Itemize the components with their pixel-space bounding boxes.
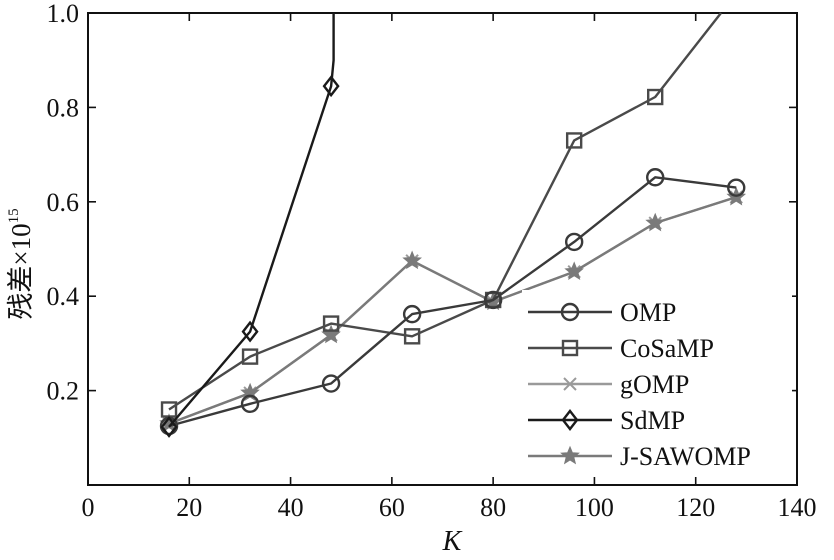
data-point: [564, 261, 584, 280]
series-j-sawomp: [159, 186, 747, 432]
legend-background: [522, 290, 792, 475]
x-tick-label: 60: [379, 493, 405, 522]
y-tick-label: 1.0: [47, 0, 80, 28]
x-tick-label: 20: [176, 493, 202, 522]
data-point: [240, 394, 260, 414]
data-point: [241, 348, 259, 365]
data-point: [647, 88, 664, 106]
legend-item: gOMP: [528, 370, 689, 399]
data-point: [322, 75, 340, 98]
x-tick-label: 100: [575, 493, 614, 522]
data-point: [402, 304, 422, 324]
x-tick-label: 140: [778, 493, 817, 522]
x-axis-label: K: [442, 526, 463, 555]
legend-marker: [561, 339, 579, 357]
x-tick-label: 0: [82, 493, 95, 522]
legend-marker: [561, 409, 579, 431]
legend-label: J-SAWOMP: [620, 442, 751, 471]
legend-label: SdMP: [620, 406, 685, 435]
legend-item: J-SAWOMP: [528, 442, 751, 471]
x-tick-label: 80: [480, 493, 506, 522]
x-tick-label: 120: [676, 493, 715, 522]
legend-item: CoSaMP: [528, 334, 714, 363]
y-axis-label-exponent: 15: [6, 208, 22, 223]
legend: OMP CoSaMP gOMP SdMP J-SAWOMP: [522, 290, 792, 475]
data-point: [483, 290, 503, 310]
legend-marker: [560, 445, 580, 465]
data-point: [241, 320, 259, 343]
series-line-cosamp: [168, 12, 722, 411]
y-tick-label: 0.4: [47, 282, 80, 311]
plot-frame: [87, 12, 798, 486]
legend-label: CoSaMP: [620, 334, 714, 363]
y-tick-label: 0.2: [47, 377, 80, 406]
data-point: [321, 374, 341, 393]
legend-item: SdMP: [528, 406, 685, 435]
x-tick-label: 40: [278, 493, 304, 522]
data-point: [160, 415, 178, 438]
data-point: [727, 178, 746, 197]
legend-marker: [563, 377, 577, 391]
legend-label: OMP: [620, 298, 676, 327]
axis-labels: K 残差×1015: [6, 208, 463, 557]
series-line-j-sawomp: [168, 195, 737, 425]
data-point: [402, 250, 422, 270]
data-point: [564, 232, 584, 252]
series-line-sdmp: [168, 13, 335, 428]
data-point: [321, 324, 341, 344]
series-sdmp: [160, 13, 340, 438]
y-axis-label: 残差×1015: [6, 208, 36, 319]
series-layer: [159, 12, 747, 438]
data-point: [565, 132, 583, 149]
series-line-omp: [168, 176, 737, 428]
y-tick-label: 0.8: [47, 93, 80, 122]
data-point: [403, 328, 421, 345]
data-point: [645, 212, 666, 232]
legend-label: gOMP: [620, 370, 689, 399]
axes: 0 20 40 60 80 100 120 140 0.2 0.4 0.6 0.8 1.0: [47, 0, 817, 522]
y-tick-label: 0.6: [47, 188, 80, 217]
data-point: [322, 315, 340, 332]
legend-item: OMP: [528, 298, 676, 327]
legend-marker: [560, 302, 580, 322]
y-axis-label-main: 残差×10: [6, 223, 36, 319]
data-point: [646, 168, 665, 187]
